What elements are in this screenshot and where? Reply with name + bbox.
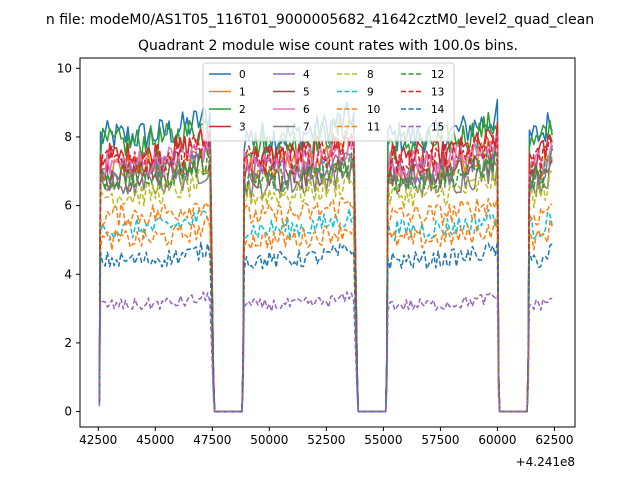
legend-box [202,62,455,142]
x-offset-label: +4.241e8 [516,455,575,469]
x-tick-label: 62500 [535,433,573,447]
axes: 42500 45000 47500 50000 52500 55000 57500 60000… [57,57,576,447]
legend-label-4: 4 [303,69,310,81]
legend-label-5: 5 [303,87,310,99]
x-tick-label: 52500 [307,433,345,447]
legend-label-15: 15 [431,122,444,134]
series-line-13 [98,128,553,413]
y-tick-label: 6 [64,199,72,213]
series-line-14 [98,241,553,413]
legend-label-8: 8 [367,69,374,81]
y-tick-label: 0 [64,405,72,419]
plot-area [98,98,553,413]
chart-title: Quadrant 2 module wise count rates with … [138,38,518,54]
legend-label-6: 6 [303,104,310,116]
y-tick-label: 8 [64,130,72,144]
legend-label-9: 9 [367,87,374,99]
legend-label-3: 3 [239,122,246,134]
legend-label-14: 14 [431,104,445,116]
legend-label-7: 7 [303,122,310,134]
y-tick-label: 2 [64,336,72,350]
x-tick-label: 47500 [193,433,231,447]
x-tick-label: 55000 [364,433,402,447]
legend-label-2: 2 [239,104,246,116]
series-line-10 [98,217,553,413]
legend-label-10: 10 [367,104,380,116]
y-tick-label: 4 [64,267,72,281]
series-line-8 [98,164,553,413]
x-tick-label: 45000 [136,433,174,447]
x-tick-label: 57500 [421,433,459,447]
chart-suptitle: n file: modeM0/AS1T05_116T01_9000005682_… [46,12,594,28]
axes-frame [79,57,576,428]
x-tick-label: 60000 [478,433,516,447]
legend-label-11: 11 [367,122,380,134]
legend-label-1: 1 [239,87,246,99]
legend-label-12: 12 [431,69,444,81]
legend-label-0: 0 [239,69,246,81]
series-line-11 [98,195,553,413]
x-tick-label: 42500 [79,433,117,447]
x-tick-label: 50000 [250,433,288,447]
legend-label-13: 13 [431,87,444,99]
series-line-15 [98,291,553,413]
y-tick-label: 10 [57,61,72,75]
series-line-12 [98,149,553,413]
series-line-9 [98,208,553,413]
